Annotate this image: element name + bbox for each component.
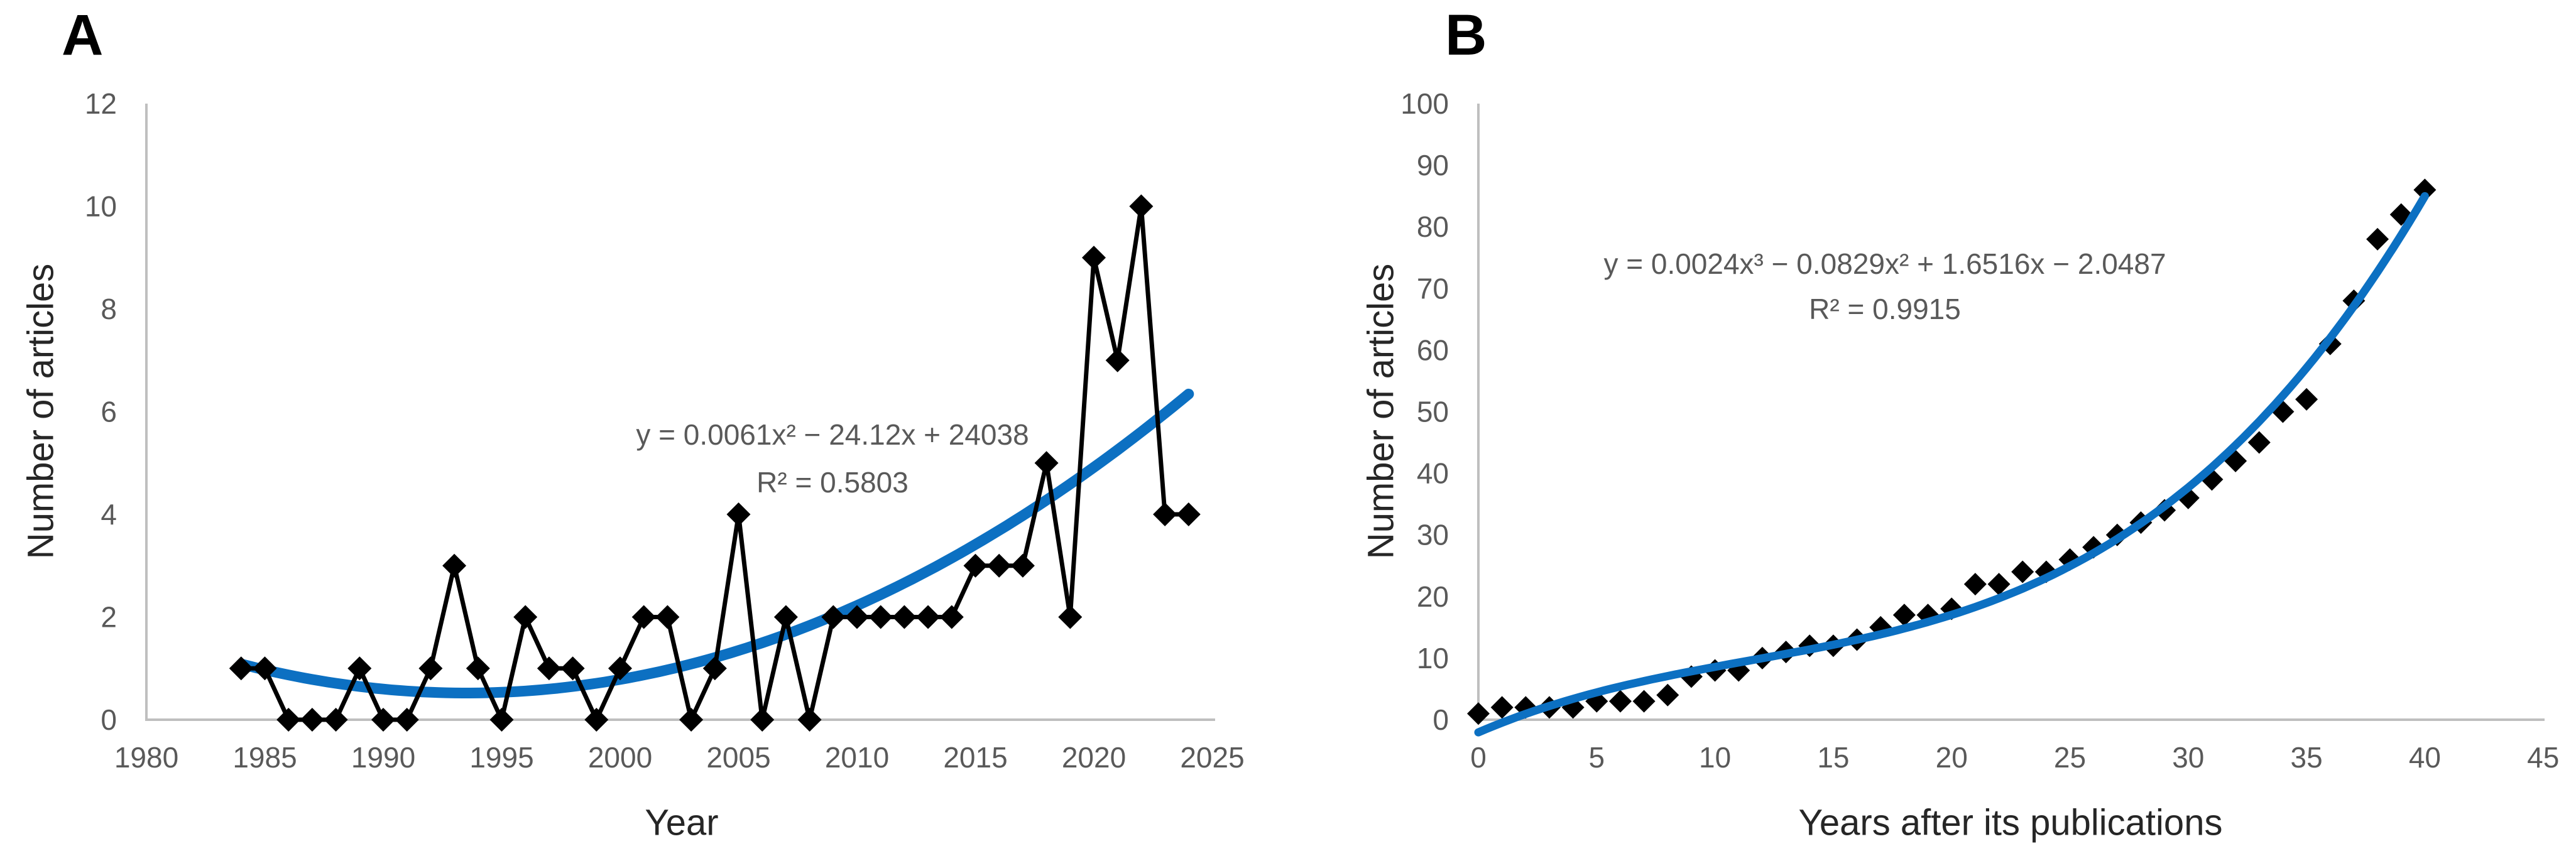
- y-tick-label-b: 20: [1417, 580, 1449, 613]
- x-tick-label-a: 2000: [588, 741, 652, 774]
- x-tick-label-a: 1980: [114, 741, 178, 774]
- x-tick-label-a: 1995: [469, 741, 533, 774]
- y-tick-label-b: 40: [1417, 457, 1449, 490]
- trendline-equation-b: y = 0.0024x³ − 0.0829x² + 1.6516x − 2.04…: [1603, 247, 2166, 280]
- x-tick-label-b: 10: [1699, 741, 1731, 774]
- x-tick-label-b: 30: [2172, 741, 2204, 774]
- x-tick-label-b: 25: [2054, 741, 2086, 774]
- x-tick-label-b: 15: [1817, 741, 1849, 774]
- x-tick-label-a: 2015: [943, 741, 1007, 774]
- y-tick-label-a: 12: [85, 87, 117, 120]
- y-tick-label-b: 70: [1417, 272, 1449, 305]
- y-tick-label-b: 100: [1400, 87, 1449, 120]
- y-tick-label-b: 80: [1417, 210, 1449, 243]
- y-tick-label-b: 0: [1433, 703, 1449, 736]
- y-axis-title-b: Number of articles: [1360, 263, 1402, 560]
- y-tick-label-a: 2: [101, 601, 117, 634]
- x-tick-label-a: 1990: [351, 741, 415, 774]
- panel-label-b: B: [1445, 3, 1487, 67]
- panel-label-a: A: [62, 3, 104, 67]
- y-tick-label-b: 60: [1417, 333, 1449, 366]
- y-tick-label-b: 30: [1417, 519, 1449, 551]
- y-axis-title-a: Number of articles: [20, 263, 62, 560]
- x-tick-label-b: 0: [1470, 741, 1487, 774]
- trendline-b: [1474, 192, 2429, 737]
- x-tick-label-b: 45: [2527, 741, 2559, 774]
- y-tick-label-a: 0: [101, 703, 117, 736]
- x-axis-title-a: Year: [645, 802, 719, 843]
- y-tick-label-a: 4: [101, 498, 117, 531]
- trendline-equation-a: y = 0.0061x² − 24.12x + 24038: [636, 418, 1029, 451]
- x-tick-label-b: 5: [1589, 741, 1605, 774]
- trendline-r-squared-b: R² = 0.9915: [1809, 293, 1961, 325]
- x-tick-label-a: 2005: [706, 741, 770, 774]
- y-tick-label-b: 90: [1417, 149, 1449, 181]
- y-tick-label-a: 8: [101, 293, 117, 325]
- y-tick-label-a: 6: [101, 396, 117, 428]
- x-tick-label-a: 2020: [1062, 741, 1126, 774]
- data-point-markers-a: [229, 194, 1201, 732]
- y-tick-label-b: 50: [1417, 396, 1449, 428]
- y-tick-label-b: 10: [1417, 642, 1449, 675]
- y-tick-label-a: 10: [85, 190, 117, 223]
- x-tick-label-a: 2025: [1180, 741, 1244, 774]
- x-tick-label-a: 1985: [232, 741, 297, 774]
- x-tick-label-b: 20: [1936, 741, 1968, 774]
- x-tick-label-b: 40: [2409, 741, 2441, 774]
- x-axis-title-b: Years after its publications: [1798, 802, 2223, 843]
- x-tick-label-a: 2010: [825, 741, 889, 774]
- trendline-r-squared-a: R² = 0.5803: [756, 466, 909, 499]
- x-tick-label-b: 35: [2291, 741, 2323, 774]
